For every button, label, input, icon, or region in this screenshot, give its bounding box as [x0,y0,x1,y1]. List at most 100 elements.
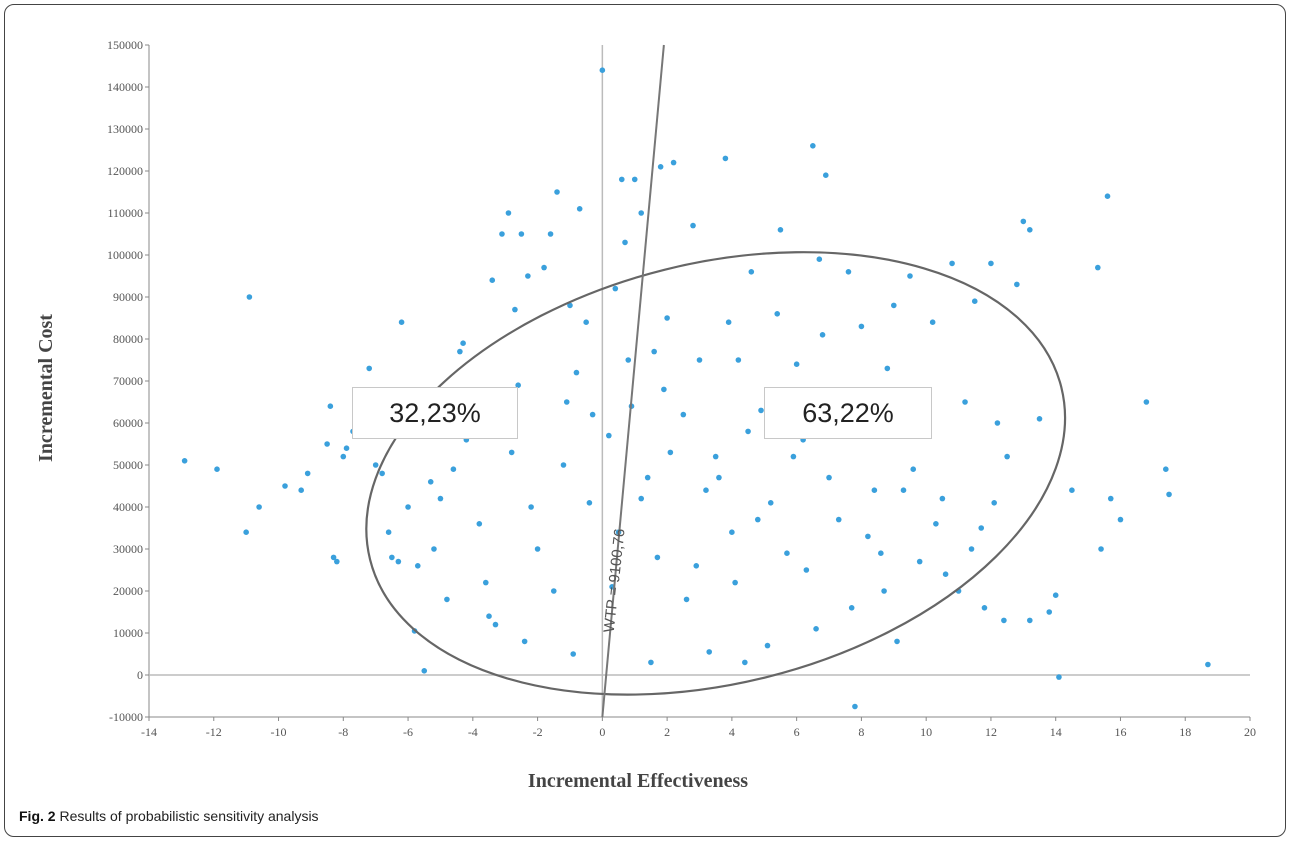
data-point [722,155,729,162]
data-point [994,420,1001,426]
data-point [534,546,541,552]
data-point [589,411,596,418]
wtp-label: WTP = 9100,76 [601,528,629,634]
data-point [810,143,816,149]
data-point [871,487,878,494]
data-point [1004,453,1010,460]
data-point [712,453,719,460]
data-point [865,533,871,540]
data-point [330,554,337,561]
x-tick-label: -4 [468,725,478,739]
data-point [729,529,735,535]
x-tick-label: 0 [599,725,605,739]
data-point [767,500,774,506]
right-percentage-label: 63,22% [802,397,894,428]
data-point [991,500,997,506]
data-point [327,403,334,410]
data-point [878,550,884,556]
x-tick-label: 18 [1179,725,1191,739]
y-tick-label: 80000 [113,332,143,346]
x-tick-label: 20 [1244,725,1256,739]
data-point [916,558,923,565]
data-point [777,227,784,233]
axes-layer: -10000 0 10000 20000 30000 40000 50000 60000 700… [107,38,1256,739]
data-point [1098,546,1104,552]
caption-label: Fig. 2 [19,808,56,824]
data-point [1036,416,1043,422]
data-point [826,474,832,481]
scatter-chart: -10000 0 10000 20000 30000 40000 50000 60000 700… [35,38,1256,792]
data-point [1095,264,1101,271]
data-point [968,546,975,552]
data-point [298,487,304,494]
x-tick-label: 16 [1114,725,1126,739]
data-point [256,504,262,510]
data-point [819,332,826,338]
y-axis-title: Incremental Cost [35,314,57,462]
x-axis-title: Incremental Effectiveness [528,770,748,792]
data-point [933,521,939,527]
data-point [1117,516,1124,523]
y-tick-label: 110000 [107,206,143,220]
data-point [606,432,612,439]
data-point [492,621,499,628]
data-point [735,357,742,363]
left-percentage-label: 32,23% [389,397,481,428]
data-point [334,558,340,565]
data-point [512,306,518,313]
data-point [1166,491,1172,498]
data-point [971,298,978,305]
wtp-line [601,44,665,718]
data-point [450,466,457,473]
left-percentage-box: 32,23% [352,387,518,439]
data-point [790,453,797,460]
data-point [340,453,347,460]
data-point [398,319,405,326]
data-point [389,554,395,561]
data-point [648,659,654,666]
data-point [822,172,829,178]
figure-caption: Fig. 2 Results of probabilistic sensitiv… [19,808,319,824]
x-tick-label: -10 [271,725,287,739]
data-point [489,277,496,284]
data-point [414,563,421,569]
data-point [528,504,534,510]
data-point [644,474,651,481]
data-point [784,550,790,556]
data-point [664,315,670,321]
data-point [764,642,771,649]
data-point [486,613,492,619]
y-tick-label: 10000 [113,626,143,640]
data-point [385,529,392,535]
data-point [907,273,913,279]
data-point [1014,281,1020,288]
data-point [667,449,674,456]
data-point [1163,466,1169,473]
data-point [894,638,900,645]
data-point [690,222,696,229]
x-tick-label: 2 [664,725,670,739]
x-tick-label: 6 [794,725,800,739]
data-point [521,638,528,645]
data-point [525,273,531,279]
data-point [395,558,402,565]
data-point [1052,592,1059,598]
data-point [988,260,994,267]
data-point [661,386,667,393]
data-point [421,668,428,674]
data-point [651,348,657,355]
y-tick-label: -10000 [109,710,143,724]
data-point [573,369,580,376]
data-point [683,596,690,603]
x-tick-label: -6 [403,725,413,739]
data-point [848,605,855,611]
data-point [379,470,385,477]
data-point [586,500,593,506]
data-point [978,525,985,531]
y-tick-label: 60000 [113,416,143,430]
data-point [858,323,865,330]
data-point [366,365,373,372]
data-point [654,554,661,561]
data-point [515,382,521,389]
data-point [725,319,732,326]
